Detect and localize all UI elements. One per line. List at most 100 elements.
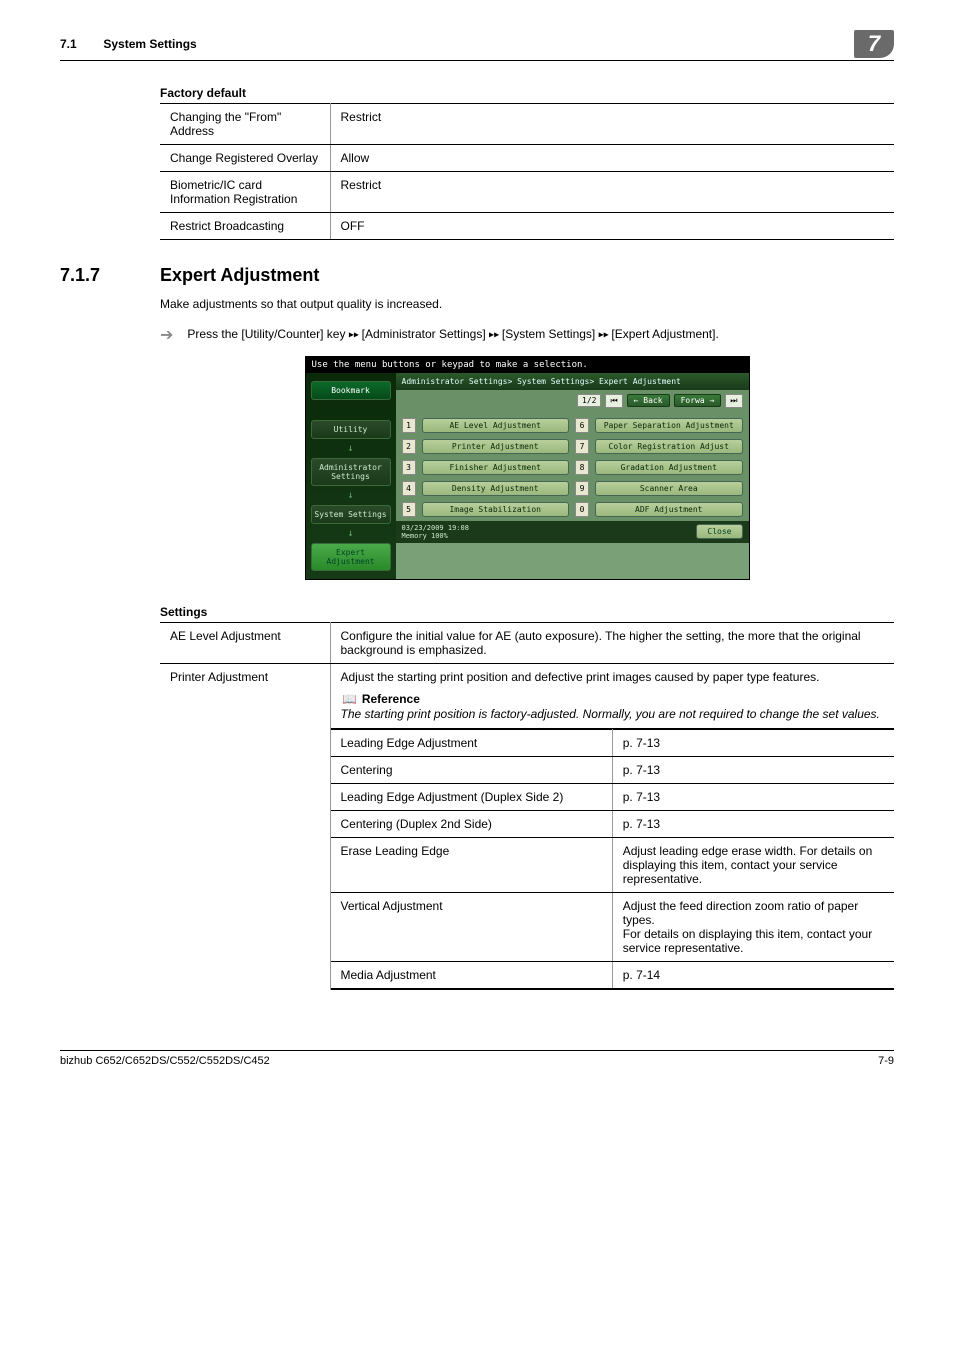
arrow-right-icon: ➔	[160, 328, 173, 344]
option-number: 8	[575, 460, 589, 475]
system-settings-button[interactable]: System Settings	[311, 505, 391, 524]
sub-val: Adjust the feed direction zoom ratio of …	[612, 892, 894, 961]
step-text: Press the [Utility/Counter] key ▸▸ [Admi…	[187, 327, 718, 341]
factory-default-title: Factory default	[160, 86, 894, 100]
page-footer: bizhub C652/C652DS/C552/C552DS/C452 7-9	[60, 1050, 894, 1067]
forward-button[interactable]: Forwa →	[674, 394, 722, 407]
option-number: 3	[402, 460, 416, 475]
admin-settings-button[interactable]: Administrator Settings	[311, 458, 391, 486]
table-row: Change Registered Overlay Allow	[160, 145, 894, 172]
bookmark-button[interactable]: Bookmark	[311, 381, 391, 400]
header-section-title: System Settings	[103, 37, 196, 51]
page-badge: 7	[854, 30, 894, 58]
table-row: Changing the "From" Address Restrict	[160, 104, 894, 145]
section-heading: 7.1.7 Expert Adjustment	[60, 265, 894, 286]
setting-value: Allow	[330, 145, 894, 172]
table-row: AE Level Adjustment Configure the initia…	[160, 622, 894, 663]
setting-desc: Configure the initial value for AE (auto…	[330, 622, 894, 663]
section-number: 7.1.7	[60, 265, 160, 286]
sub-val: p. 7-13	[612, 810, 894, 837]
option-button[interactable]: Printer Adjustment	[422, 439, 570, 454]
setting-desc: Adjust the starting print position and d…	[330, 663, 894, 728]
panel-sidebar: Bookmark Utility ↓ Administrator Setting…	[306, 373, 396, 579]
page-indicator: 1/2	[577, 394, 601, 407]
option-number: 5	[402, 502, 416, 517]
option-button[interactable]: ADF Adjustment	[595, 502, 743, 517]
setting-name: Printer Adjustment	[160, 663, 330, 989]
reference-block: 📖 Reference The starting print position …	[341, 692, 885, 722]
table-row: Biometric/IC card Information Registrati…	[160, 172, 894, 213]
sub-name: Centering	[331, 756, 613, 783]
settings-table: AE Level Adjustment Configure the initia…	[160, 622, 894, 990]
sub-name: Leading Edge Adjustment	[331, 729, 613, 756]
sub-val: p. 7-13	[612, 756, 894, 783]
breadcrumb: Administrator Settings> System Settings>…	[396, 373, 749, 390]
setting-name: Change Registered Overlay	[160, 145, 330, 172]
sub-name: Vertical Adjustment	[331, 892, 613, 961]
panel-instruction: Use the menu buttons or keypad to make a…	[306, 357, 749, 373]
nav-arrow-icon: ▸▸	[599, 329, 612, 340]
settings-title: Settings	[160, 605, 894, 619]
expert-adjustment-button[interactable]: Expert Adjustment	[311, 543, 391, 571]
chevron-down-icon: ↓	[347, 443, 353, 454]
option-number: 2	[402, 439, 416, 454]
option-number: 4	[402, 481, 416, 496]
header-left: 7.1 System Settings	[60, 37, 197, 51]
sub-name: Erase Leading Edge	[331, 837, 613, 892]
option-button[interactable]: Scanner Area	[595, 481, 743, 496]
sub-val: Adjust leading edge erase width. For det…	[612, 837, 894, 892]
setting-name: Biometric/IC card Information Registrati…	[160, 172, 330, 213]
option-button[interactable]: Finisher Adjustment	[422, 460, 570, 475]
option-button[interactable]: AE Level Adjustment	[422, 418, 570, 433]
factory-default-table: Changing the "From" Address Restrict Cha…	[160, 103, 894, 240]
setting-name: Changing the "From" Address	[160, 104, 330, 145]
back-button[interactable]: ← Back	[627, 394, 670, 407]
printer-sub-table: Leading Edge Adjustmentp. 7-13 Centering…	[331, 729, 895, 989]
sub-name: Leading Edge Adjustment (Duplex Side 2)	[331, 783, 613, 810]
table-row: Restrict Broadcasting OFF	[160, 213, 894, 240]
reference-text: The starting print position is factory-a…	[341, 706, 885, 722]
setting-name: AE Level Adjustment	[160, 622, 330, 663]
option-number: 1	[402, 418, 416, 433]
sub-name: Centering (Duplex 2nd Side)	[331, 810, 613, 837]
option-number: 6	[575, 418, 589, 433]
section-title: Expert Adjustment	[160, 265, 319, 286]
reference-icon: 📖	[341, 692, 359, 706]
setting-value: Restrict	[330, 172, 894, 213]
ui-screenshot: Use the menu buttons or keypad to make a…	[305, 356, 750, 580]
option-button[interactable]: Paper Separation Adjustment	[595, 418, 743, 433]
setting-value: OFF	[330, 213, 894, 240]
chevron-down-icon: ↓	[347, 490, 353, 501]
first-page-icon[interactable]: ⏮	[605, 394, 622, 408]
options-grid: 1 AE Level Adjustment 6 Paper Separation…	[396, 412, 749, 521]
sub-name: Media Adjustment	[331, 961, 613, 988]
option-number: 0	[575, 502, 589, 517]
footer-model: bizhub C652/C652DS/C552/C552DS/C452	[60, 1055, 270, 1067]
option-button[interactable]: Density Adjustment	[422, 481, 570, 496]
option-button[interactable]: Gradation Adjustment	[595, 460, 743, 475]
panel-footer: 03/23/2009 19:08 Memory 100% Close	[396, 521, 749, 543]
sub-val: p. 7-13	[612, 783, 894, 810]
nav-arrow-icon: ▸▸	[349, 329, 362, 340]
section-intro: Make adjustments so that output quality …	[160, 296, 894, 313]
instruction-step: ➔ Press the [Utility/Counter] key ▸▸ [Ad…	[160, 327, 894, 344]
panel-main: Administrator Settings> System Settings>…	[396, 373, 749, 579]
table-row: Printer Adjustment Adjust the starting p…	[160, 663, 894, 728]
option-button[interactable]: Color Registration Adjust	[595, 439, 743, 454]
chevron-down-icon: ↓	[347, 528, 353, 539]
option-number: 9	[575, 481, 589, 496]
footer-page: 7-9	[878, 1055, 894, 1067]
nav-arrow-icon: ▸▸	[489, 329, 502, 340]
close-button[interactable]: Close	[696, 524, 742, 539]
sub-val: p. 7-13	[612, 729, 894, 756]
setting-value: Restrict	[330, 104, 894, 145]
setting-name: Restrict Broadcasting	[160, 213, 330, 240]
page-header: 7.1 System Settings 7	[60, 30, 894, 61]
sub-val: p. 7-14	[612, 961, 894, 988]
last-page-icon[interactable]: ⏭	[725, 394, 742, 408]
utility-button[interactable]: Utility	[311, 420, 391, 439]
option-number: 7	[575, 439, 589, 454]
reference-label: Reference	[362, 692, 420, 706]
header-section-num: 7.1	[60, 37, 100, 51]
option-button[interactable]: Image Stabilization	[422, 502, 570, 517]
